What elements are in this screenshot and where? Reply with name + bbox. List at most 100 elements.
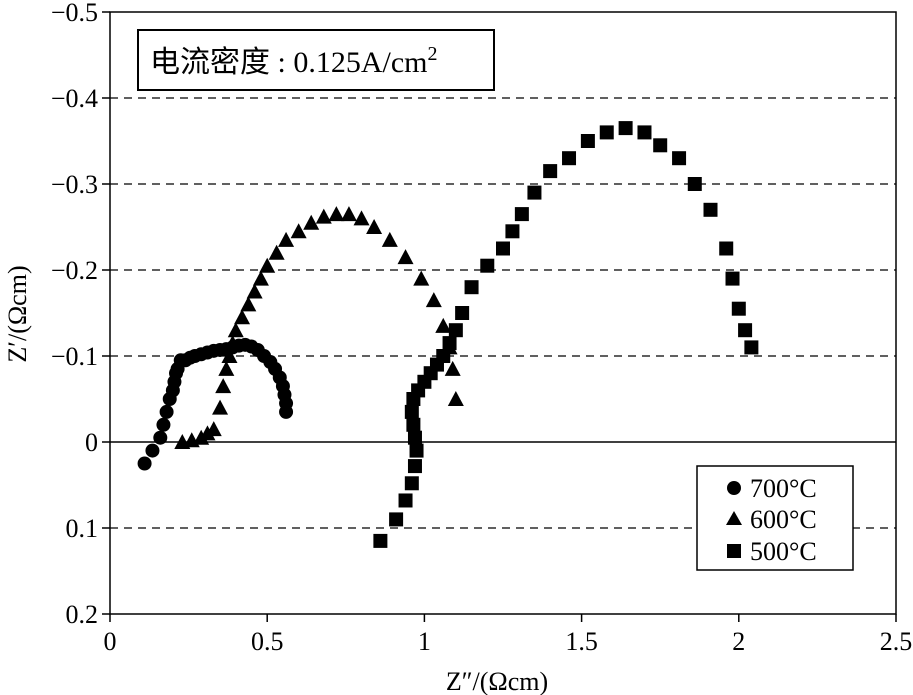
annotation-separator: : <box>270 46 293 79</box>
data-point-square <box>442 336 457 351</box>
annotation-label: 电流密度 <box>150 46 270 79</box>
data-point-square <box>407 459 422 474</box>
data-point-square <box>496 241 510 256</box>
data-point-square <box>599 125 614 140</box>
data-point-triangle <box>234 309 251 325</box>
data-point-triangle <box>221 348 238 363</box>
data-point-circle <box>145 443 160 458</box>
data-point-square <box>687 177 702 191</box>
data-point-square <box>455 306 470 320</box>
svg-text:电流密度 : 0.125A/cm2: 电流密度 : 0.125A/cm2 <box>150 43 438 79</box>
data-point-square <box>618 121 633 136</box>
x-tick-label: 1 <box>418 627 431 656</box>
data-point-square <box>725 271 740 286</box>
annotation-superscript: 2 <box>428 43 438 65</box>
data-point-square <box>480 258 495 273</box>
data-point-square <box>448 323 463 338</box>
data-point-triangle <box>252 270 269 286</box>
y-tick-label: −0.4 <box>51 84 98 113</box>
data-point-triangle <box>246 283 263 299</box>
data-point-square <box>407 430 422 445</box>
x-tick-label: 0 <box>104 627 117 656</box>
data-point-square <box>404 476 419 491</box>
axes: −0.5−0.4−0.3−0.2−0.100.10.20 0.5 1 1.5 2 2.5 <box>51 0 912 656</box>
x-tick-label: 0.5 <box>251 627 284 656</box>
data-point-triangle <box>425 292 442 308</box>
data-point-square <box>404 404 419 419</box>
data-point-square <box>409 443 424 458</box>
data-point-triangle <box>215 378 232 394</box>
data-point-square <box>389 512 404 527</box>
x-tick-label: 1.5 <box>565 627 598 656</box>
data-point-triangle <box>340 206 357 222</box>
data-point-square <box>744 340 759 355</box>
data-point-circle <box>153 430 168 445</box>
data-point-triangle <box>303 214 320 230</box>
data-point-triangle <box>227 322 244 338</box>
data-point-triangle <box>315 208 332 224</box>
x-tick-label: 2.5 <box>880 627 913 656</box>
legend-label-500: 500°C <box>750 537 817 566</box>
data-point-triangle <box>259 257 276 273</box>
data-point-circle <box>156 417 171 432</box>
current-density-annotation: 电流密度 : 0.125A/cm2 <box>137 29 495 91</box>
data-point-square <box>543 164 558 179</box>
data-point-triangle <box>240 296 257 312</box>
data-point-triangle <box>278 231 295 247</box>
data-point-square <box>703 202 718 217</box>
data-point-triangle <box>290 223 307 239</box>
x-axis-label: Z″/(Ωcm) <box>446 667 548 695</box>
series-triangle <box>174 206 464 449</box>
data-point-circle <box>159 404 174 419</box>
data-point-triangle <box>435 317 452 333</box>
y-tick-label: −0.5 <box>51 0 98 27</box>
data-point-square <box>406 417 421 432</box>
legend-marker-circle <box>727 481 741 495</box>
data-point-triangle <box>447 391 464 406</box>
data-point-triangle <box>205 421 222 437</box>
data-point-square <box>562 151 577 166</box>
data-point-circle <box>279 404 294 419</box>
plot-frame <box>109 11 897 615</box>
data-point-triangle <box>353 210 370 226</box>
legend-marker-square <box>727 544 741 558</box>
data-point-triangle <box>268 244 285 260</box>
data-point-square <box>653 138 668 153</box>
data-point-triangle <box>218 360 235 376</box>
data-point-triangle <box>397 249 414 265</box>
legend-item-600: 600°C <box>726 505 817 534</box>
data-point-circle <box>137 456 152 471</box>
series-circle <box>137 337 294 471</box>
data-point-triangle <box>413 270 430 286</box>
data-point-triangle <box>366 219 383 234</box>
legend-item-700: 700°C <box>727 474 817 503</box>
x-tick-label: 2 <box>732 627 745 656</box>
data-point-square <box>505 224 520 239</box>
data-point-square <box>719 241 734 256</box>
data-point-square <box>514 207 529 222</box>
data-point-triangle <box>381 231 398 247</box>
y-axis-label: Z′/(Ωcm) <box>3 265 32 362</box>
data-point-square <box>672 151 687 166</box>
y-tick-label: 0.2 <box>66 600 99 629</box>
data-point-square <box>398 493 413 508</box>
data-point-triangle <box>212 399 229 415</box>
annotation-value: 0.125A/cm <box>293 46 427 79</box>
series-square <box>373 121 759 548</box>
data-point-square <box>436 349 451 363</box>
y-tick-label: −0.2 <box>51 256 98 285</box>
y-tick-label: 0 <box>85 428 98 457</box>
legend-marker-triangle <box>726 511 742 525</box>
legend-label-700: 700°C <box>750 474 817 503</box>
legend: 700°C 600°C 500°C <box>696 465 854 571</box>
data-point-square <box>637 125 652 140</box>
legend-label-600: 600°C <box>750 505 817 534</box>
y-tick-label: 0.1 <box>66 514 99 543</box>
data-point-square <box>731 301 746 316</box>
gridlines <box>110 97 896 529</box>
data-point-square <box>527 185 542 200</box>
data-point-triangle <box>328 206 345 222</box>
data-point-triangle <box>444 360 461 376</box>
legend-item-500: 500°C <box>727 537 817 566</box>
